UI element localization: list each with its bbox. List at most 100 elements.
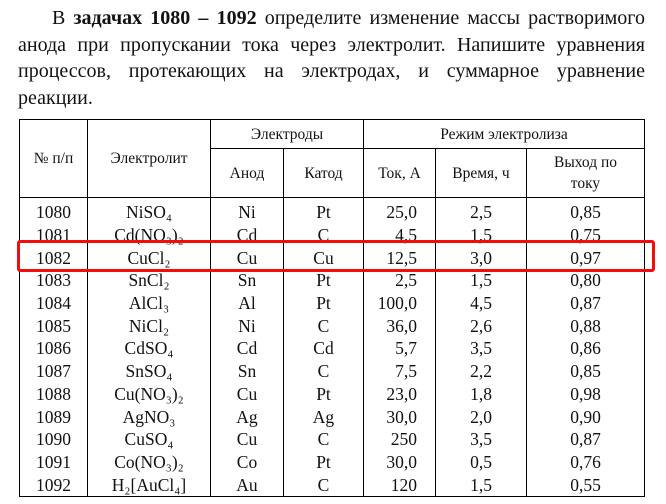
header-yield-text: Выход по току xyxy=(553,154,618,192)
cell-current: 100,0 xyxy=(363,291,436,315)
header-mode: Режим электролиза xyxy=(363,119,645,149)
cell-num: 1084 xyxy=(19,291,88,315)
intro-text: определите изменение массы растворимого … xyxy=(18,7,646,109)
cell-time: 4,5 xyxy=(435,291,527,315)
table-row: 1080 NiSO₄ Ni Pt 25,0 2,5 0,85 xyxy=(19,197,645,224)
cell-anode: Ni xyxy=(210,197,284,224)
table-row: 1089 AgNO₃ Ag Ag 30,0 2,0 0,90 xyxy=(19,405,645,428)
header-yield: Выход по току xyxy=(526,148,645,198)
table-row: 1087 SnSO₄ Sn C 7,5 2,2 0,85 xyxy=(19,359,645,383)
cell-yield: 0,85 xyxy=(526,197,645,224)
cell-anode: Ni xyxy=(210,314,284,338)
header-num: № п/п xyxy=(19,119,88,198)
cell-electrolyte: NiCl₂ xyxy=(87,314,211,338)
table-row: 1084 AlCl₃ Al Pt 100,0 4,5 0,87 xyxy=(19,291,645,315)
cell-num: 1083 xyxy=(19,269,88,292)
cell-current: 250 xyxy=(363,427,436,451)
cell-anode: Sn xyxy=(210,269,284,292)
task-range: задачах 1080 – 1092 xyxy=(73,7,257,29)
cell-yield: 0,80 xyxy=(526,269,645,292)
table-row: 1085 NiCl₂ Ni C 36,0 2,6 0,88 xyxy=(19,314,645,338)
cell-num: 1087 xyxy=(19,359,88,383)
cell-num: 1092 xyxy=(19,473,88,497)
cell-yield: 0,87 xyxy=(526,427,645,451)
cell-current: 5,7 xyxy=(363,337,436,360)
table-row: 1090 CuSO₄ Cu C 250 3,5 0,87 xyxy=(19,427,645,451)
cell-num: 1089 xyxy=(19,405,88,428)
cell-time: 1,8 xyxy=(435,382,527,406)
cell-electrolyte: Co(NO₃)₂ xyxy=(87,450,211,474)
cell-anode: Cu xyxy=(210,382,284,406)
highlight-box xyxy=(17,240,655,272)
cell-anode: Cu xyxy=(210,427,284,451)
cell-current: 7,5 xyxy=(363,359,436,383)
cell-num: 1091 xyxy=(19,450,88,474)
cell-electrolyte: CuCl₂ xyxy=(87,246,211,270)
cell-cathode: Pt xyxy=(283,197,364,224)
cell-yield: 0,90 xyxy=(526,405,645,428)
cell-yield: 0,86 xyxy=(526,337,645,360)
header-cathode: Катод xyxy=(283,148,364,198)
cell-anode: Cu xyxy=(210,246,284,270)
cell-time: 3,5 xyxy=(435,337,527,360)
cell-electrolyte: CdSO₄ xyxy=(87,337,211,360)
header-electrodes: Электроды xyxy=(210,119,364,149)
cell-cathode: Cu xyxy=(283,246,364,270)
cell-yield: 0,87 xyxy=(526,291,645,315)
cell-anode: Au xyxy=(210,473,284,497)
task-description: В задачах 1080 – 1092 определите изменен… xyxy=(18,5,645,111)
cell-electrolyte: SnSO₄ xyxy=(87,359,211,383)
cell-current: 30,0 xyxy=(363,405,436,428)
cell-num: 1086 xyxy=(19,337,88,360)
cell-num: 1088 xyxy=(19,382,88,406)
cell-time: 2,0 xyxy=(435,405,527,428)
cell-current: 2,5 xyxy=(363,269,436,292)
cell-electrolyte: SnCl₂ xyxy=(87,269,211,292)
table-row: 1092 H₂[AuCl₄] Au C 120 1,5 0,55 xyxy=(19,473,645,497)
cell-num: 1090 xyxy=(19,427,88,451)
cell-time: 3,5 xyxy=(435,427,527,451)
cell-current: 23,0 xyxy=(363,382,436,406)
cell-yield: 0,88 xyxy=(526,314,645,338)
cell-time: 2,5 xyxy=(435,197,527,224)
cell-current: 120 xyxy=(363,473,436,497)
cell-time: 2,2 xyxy=(435,359,527,383)
cell-cathode: Pt xyxy=(283,269,364,292)
cell-cathode: C xyxy=(283,314,364,338)
cell-yield: 0,97 xyxy=(526,246,645,270)
table-row: 1083 SnCl₂ Sn Pt 2,5 1,5 0,80 xyxy=(19,269,645,292)
cell-cathode: Ag xyxy=(283,405,364,428)
cell-cathode: C xyxy=(283,427,364,451)
cell-time: 2,6 xyxy=(435,314,527,338)
cell-electrolyte: Cu(NO₃)₂ xyxy=(87,382,211,406)
table-row: 1082 CuCl₂ Cu Cu 12,5 3,0 0,97 xyxy=(19,246,645,270)
cell-yield: 0,85 xyxy=(526,359,645,383)
cell-yield: 0,76 xyxy=(526,450,645,474)
cell-cathode: C xyxy=(283,359,364,383)
cell-cathode: Pt xyxy=(283,291,364,315)
table-row: 1086 CdSO₄ Cd Cd 5,7 3,5 0,86 xyxy=(19,337,645,360)
cell-current: 30,0 xyxy=(363,450,436,474)
cell-electrolyte: AlCl₃ xyxy=(87,291,211,315)
cell-cathode: Pt xyxy=(283,382,364,406)
cell-cathode: C xyxy=(283,473,364,497)
header-anode: Анод xyxy=(210,148,284,198)
table-row: 1088 Cu(NO₃)₂ Cu Pt 23,0 1,8 0,98 xyxy=(19,382,645,406)
cell-yield: 0,98 xyxy=(526,382,645,406)
cell-current: 36,0 xyxy=(363,314,436,338)
header-current: Ток, А xyxy=(363,148,436,198)
cell-yield: 0,55 xyxy=(526,473,645,497)
cell-cathode: Cd xyxy=(283,337,364,360)
header-electrolyte: Электролит xyxy=(87,119,211,198)
cell-num: 1085 xyxy=(19,314,88,338)
cell-num: 1080 xyxy=(19,197,88,224)
cell-anode: Ag xyxy=(210,405,284,428)
electrolysis-table: № п/п Электролит Электроды Режим электро… xyxy=(19,119,645,497)
cell-time: 3,0 xyxy=(435,246,527,270)
cell-time: 1,5 xyxy=(435,473,527,497)
cell-electrolyte: AgNO₃ xyxy=(87,405,211,428)
cell-anode: Co xyxy=(210,450,284,474)
cell-current: 25,0 xyxy=(363,197,436,224)
cell-time: 0,5 xyxy=(435,450,527,474)
cell-anode: Cd xyxy=(210,337,284,360)
